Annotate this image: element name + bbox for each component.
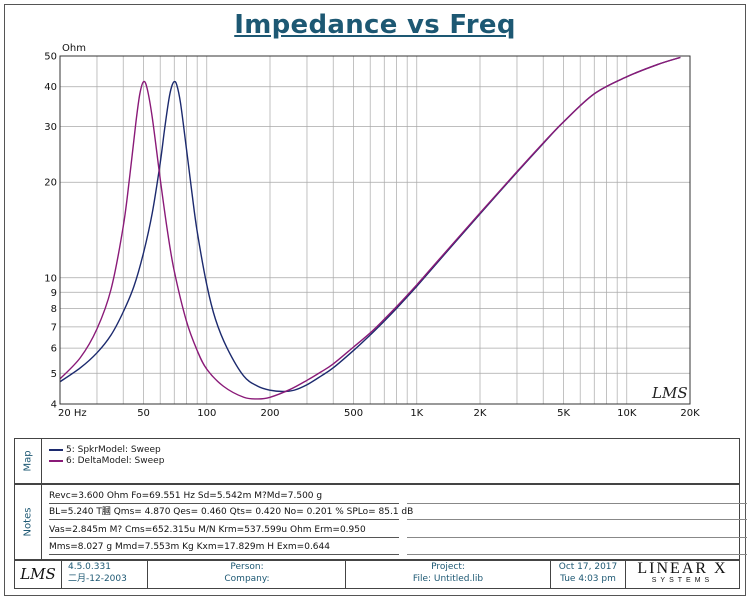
company-label: Company: <box>224 574 270 584</box>
x-tick-label: 1K <box>410 408 423 419</box>
x-tick-label: 50 <box>137 408 150 419</box>
x-tick-label: 5K <box>557 408 570 419</box>
y-tick-label: 20 <box>44 178 57 189</box>
lms-watermark: LMS <box>651 384 688 402</box>
note-row: BL=5.240 T膕 Qms= 4.870 Qes= 0.460 Qts= 0… <box>49 505 413 520</box>
footer-date-cell: Oct 17, 2017 Tue 4:03 pm <box>551 561 626 588</box>
x-tick-label: 20K <box>680 408 700 419</box>
file-label: File: Untitled.lib <box>412 574 484 584</box>
y-tick-label: 7 <box>51 322 57 333</box>
series-swatch <box>49 448 63 451</box>
y-tick-label: 9 <box>51 288 57 299</box>
y-axis-unit: Ohm <box>62 43 86 54</box>
y-tick-label: 30 <box>44 122 57 133</box>
map-label: Map <box>15 439 42 483</box>
y-tick-label: 5 <box>51 369 57 380</box>
axis-ticks: 50 40 30 20 10 9 8 7 6 5 420 Hz 50 100 200 500 1K 2K 5K 10… <box>44 52 700 420</box>
map-entry-delta: 6: DeltaModel: Sweep <box>49 456 164 466</box>
curves <box>59 56 681 400</box>
notes-label: Notes <box>15 485 42 559</box>
map-panel: Map 5: SpkrModel: Sweep 6: DeltaModel: S… <box>14 438 740 484</box>
series-swatch <box>49 459 63 462</box>
plot-area <box>60 56 690 404</box>
impedance-chart: Ohm 50 40 30 20 10 9 8 7 6 5 420 Hz 50 100 200 500 1K 2K… <box>44 43 700 420</box>
note-blank-line <box>407 540 747 555</box>
notes-panel: Notes Revc=3.600 Ohm Fo=69.551 Hz Sd=5.5… <box>14 484 747 560</box>
note-row: Revc=3.600 Ohm Fo=69.551 Hz Sd=5.542m M?… <box>49 489 399 504</box>
plot-border <box>59 55 691 405</box>
date-text: Oct 17, 2017 <box>558 562 618 572</box>
x-tick-label: 100 <box>197 408 216 419</box>
y-tick-label: 50 <box>44 52 57 63</box>
person-label: Person: <box>230 562 264 572</box>
series-line-deltamodel <box>59 56 681 400</box>
x-tick-label: 10K <box>617 408 637 419</box>
linearx-logo: LINEAR X <box>637 560 728 577</box>
footer-logo-cell: LMS <box>15 561 62 588</box>
footer-brand-cell: LINEAR X SYSTEMS <box>626 561 739 588</box>
x-tick-label: 200 <box>260 408 279 419</box>
note-blank-line <box>407 523 747 538</box>
x-tick-label: 500 <box>344 408 363 419</box>
y-tick-label: 10 <box>44 273 57 284</box>
footer-project-cell: Project: File: Untitled.lib <box>346 561 551 588</box>
note-row: Mms=8.027 g Mmd=7.553m Kg Kxm=17.829m H … <box>49 540 399 555</box>
note-blank-line <box>407 505 747 520</box>
note-row: Vas=2.845m M? Cms=652.315u M/N Krm=537.5… <box>49 523 399 538</box>
chart-title: Impedance vs Freq <box>234 10 516 40</box>
footer-version-cell: 4.5.0.331 二月-12-2003 <box>62 561 148 588</box>
map-entry-spkr: 5: SpkrModel: Sweep <box>49 445 161 455</box>
x-tick-label: 20 Hz <box>58 408 87 419</box>
footer-bar: LMS 4.5.0.331 二月-12-2003 Person: Company… <box>14 560 740 589</box>
note-blank-line <box>407 489 747 504</box>
linearx-subtitle: SYSTEMS <box>651 577 714 584</box>
y-tick-label: 4 <box>51 400 57 411</box>
lms-logo: LMS <box>20 565 56 583</box>
y-tick-label: 40 <box>44 82 57 93</box>
time-text: Tue 4:03 pm <box>560 574 616 584</box>
build-date-text: 二月-12-2003 <box>68 574 127 584</box>
version-text: 4.5.0.331 <box>68 562 111 572</box>
y-tick-label: 8 <box>51 304 57 315</box>
y-tick-label: 6 <box>51 344 57 355</box>
footer-person-cell: Person: Company: <box>149 561 346 588</box>
project-label: Project: <box>431 562 465 572</box>
x-tick-label: 2K <box>474 408 487 419</box>
